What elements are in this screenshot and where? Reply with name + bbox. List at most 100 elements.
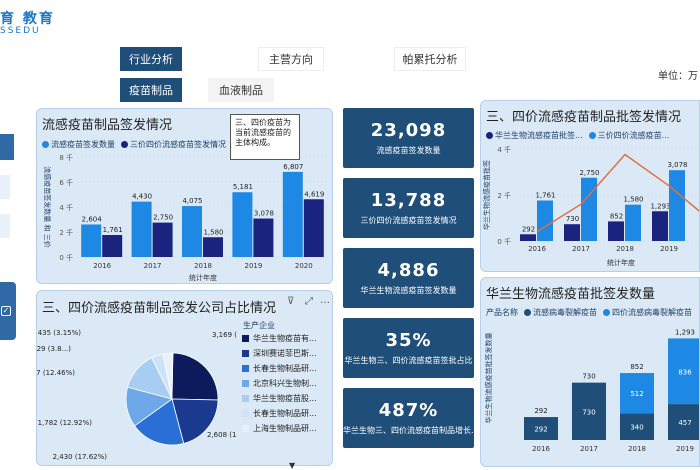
legend-item-1: 流感病毒裂解疫苗 [524, 307, 597, 318]
slice-label: 529 (3.8...) [37, 345, 71, 353]
legend-swatch [242, 349, 249, 357]
legend-item[interactable]: 长春生物制品研... [242, 406, 317, 420]
kpi-label: 流感疫苗签发数量 [376, 146, 441, 155]
bar [81, 224, 102, 257]
data-label: 292 [522, 225, 535, 233]
chart2-title: 三、四价流感疫苗制品签发公司占比情况 [42, 301, 277, 316]
legend-label: 长春生物制品研... [253, 408, 317, 418]
sidebar-stub-3 [0, 214, 10, 238]
slice-label: 2,608 (18.92%) [207, 431, 237, 439]
bar [102, 234, 123, 257]
legend-item-2: 三价四价流感疫苗签发情况 [121, 139, 226, 150]
slice-label: 1,717 (12.46%) [37, 369, 75, 377]
kpi-value: 487% [378, 400, 439, 421]
segment-label: 730 [582, 408, 595, 416]
more-options-icon[interactable]: … [320, 295, 330, 306]
chart1-callout: 三、四价疫苗为当前流感疫苗的主体构成。 [230, 114, 300, 160]
data-label: 6,807 [283, 163, 303, 171]
tab-vaccine-products[interactable]: 疫苗制品 [120, 78, 182, 102]
data-label: 2,750 [579, 169, 599, 177]
chart4-svg: 华兰生物流感疫苗批签发数量 292 292 2016 730 730 2017 340 512 8… [484, 328, 699, 453]
x-tick-label: 2016 [532, 445, 550, 453]
segment-label: 457 [678, 419, 691, 427]
chart4-legend: 产品名称 流感病毒裂解疫苗 四价流感病毒裂解疫苗 [486, 307, 692, 318]
tab-blood-products[interactable]: 血液制品 [208, 78, 274, 102]
kpi-label: 三价四价流感疫苗签发情况 [360, 216, 457, 225]
chart1-legend: 流感疫苗签发数量 三价四价流感疫苗签发情况 [42, 139, 226, 150]
pie-slice [171, 352, 219, 401]
total-label: 1,293 [675, 328, 695, 336]
kpi-card-4: 35% 华兰生物三、四价流感疫苗签批占比 [343, 318, 474, 378]
y-tick-label: 8 千 [59, 153, 73, 162]
x-tick-label: 2019 [660, 245, 678, 253]
legend-item[interactable]: 长春生物制品研... [242, 361, 317, 375]
focus-mode-icon[interactable]: ⤢ [305, 296, 313, 307]
y-tick-label: 2 千 [59, 228, 73, 237]
bar-segment [620, 373, 654, 414]
legend-swatch [242, 409, 249, 417]
bar [232, 192, 253, 257]
chart4-legend-title: 产品名称 [486, 308, 518, 317]
kpi-label: 华兰生物流感疫苗签发数量 [360, 286, 457, 295]
bar [669, 170, 685, 241]
logo-subtitle: SSEDU [0, 26, 41, 36]
filter-icon[interactable]: ⊽ [287, 296, 295, 307]
bar-segment [620, 413, 654, 440]
data-label: 4,075 [182, 197, 202, 205]
legend-swatch [242, 364, 249, 372]
sidebar-stub-2 [0, 175, 10, 199]
kpi-label: 华兰生物三、四价流感疫苗制品增长... [343, 426, 479, 435]
x-tick-label: 2018 [616, 245, 634, 253]
y-axis-label: 华兰生物流感疫苗批签发数量 [484, 333, 493, 424]
x-tick-label: 2017 [144, 262, 162, 270]
data-label: 3,078 [254, 210, 274, 218]
kpi-value: 23,098 [370, 120, 447, 141]
kpi-value: 4,886 [377, 260, 440, 281]
legend-item-1: 华兰生物流感疫苗批签... [486, 130, 583, 141]
bar [537, 200, 553, 241]
legend-item[interactable]: 北京科兴生物制... [242, 376, 317, 390]
legend-swatch [242, 334, 249, 342]
legend-item[interactable]: 华兰生物疫苗有... [242, 331, 317, 345]
tab-main-business[interactable]: 主营方向 [258, 47, 324, 71]
legend-label: 华兰生物疫苗有... [253, 333, 317, 343]
trend-line [536, 153, 699, 233]
bar [282, 171, 303, 257]
unit-label: 单位：万 [658, 71, 698, 82]
slice-label: 435 (3.15%) [38, 329, 82, 337]
sidebar-stub-1[interactable] [0, 134, 14, 160]
tab-industry-analysis[interactable]: 行业分析 [120, 47, 182, 71]
sidebar-filter-panel[interactable]: ✓ [0, 282, 16, 340]
logo: 育 教育 [0, 11, 55, 27]
data-label: 1,761 [103, 226, 123, 234]
pie-slice [134, 398, 185, 446]
chart4-title: 华兰生物流感疫苗批签发数量 [486, 287, 656, 302]
chart3-title: 三、四价流感疫苗制品批签发情况 [486, 110, 682, 125]
scroll-down-icon[interactable]: ▼ [289, 461, 296, 470]
data-label: 5,181 [233, 183, 253, 191]
kpi-card-3: 4,886 华兰生物流感疫苗签发数量 [343, 248, 474, 308]
checkbox-icon[interactable]: ✓ [1, 306, 11, 316]
y-tick-label: 4 千 [59, 203, 73, 212]
bar [131, 201, 152, 257]
total-label: 852 [630, 363, 643, 371]
data-label: 1,580 [203, 228, 223, 236]
tab-pareto-analysis[interactable]: 帕累托分析 [394, 47, 466, 71]
legend-item-2: 四价流感病毒裂解疫苗 [603, 307, 692, 318]
bar [625, 204, 641, 241]
slice-label: 1,782 (12.92%) [38, 419, 93, 427]
x-tick-label: 2020 [295, 262, 313, 270]
legend-item[interactable]: 华兰生物疫苗股... [242, 391, 317, 405]
kpi-card-5: 487% 华兰生物三、四价流感疫苗制品增长... [343, 388, 479, 448]
bar-segment [524, 417, 558, 440]
kpi-value: 13,788 [370, 190, 447, 211]
y-tick-label: 0 千 [497, 237, 511, 246]
x-axis-label: 统计年度 [607, 258, 635, 267]
legend-item[interactable]: 上海生物制品研... [242, 421, 317, 435]
total-label: 292 [534, 407, 547, 415]
legend-item[interactable]: 深圳赛诺菲巴斯... [242, 346, 317, 360]
chart2-pie-svg: 3,169 (22.98%) 2,608 (18.92%) 2,430 (17.62… [37, 329, 237, 461]
legend-label: 北京科兴生物制... [253, 378, 317, 388]
bar [581, 177, 597, 241]
